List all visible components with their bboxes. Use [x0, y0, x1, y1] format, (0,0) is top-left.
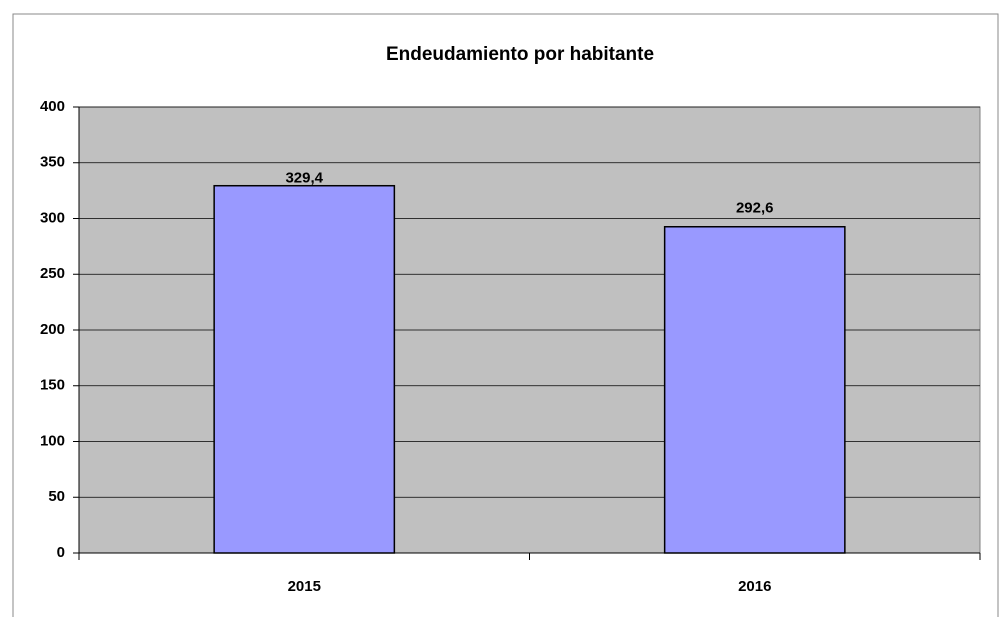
y-tick-label: 200 — [40, 321, 65, 338]
y-tick-label: 0 — [57, 544, 65, 561]
value-label: 292,6 — [736, 200, 774, 217]
bar — [213, 184, 396, 554]
chart-title: Endeudamiento por habitante — [386, 44, 654, 65]
y-tick-label: 250 — [40, 265, 65, 282]
y-tick-label: 350 — [40, 154, 65, 171]
y-tick-label: 150 — [40, 377, 65, 394]
y-tick-label: 300 — [40, 209, 65, 226]
value-label: 329,4 — [285, 170, 323, 187]
bar — [663, 226, 846, 554]
y-tick-label: 400 — [40, 98, 65, 115]
y-tick-label: 50 — [48, 488, 65, 505]
x-tick-label: 2016 — [738, 578, 771, 595]
y-tick-label: 100 — [40, 432, 65, 449]
x-tick-label: 2015 — [288, 578, 321, 595]
